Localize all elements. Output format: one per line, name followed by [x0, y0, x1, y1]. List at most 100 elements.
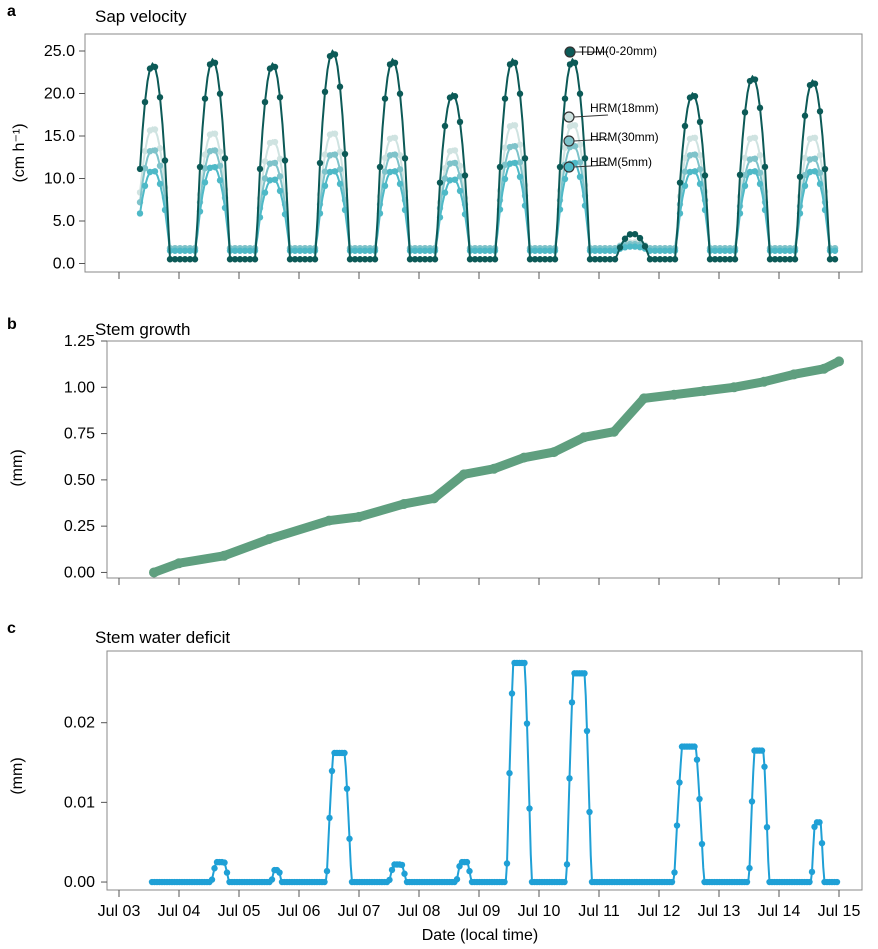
deficit-point — [501, 878, 508, 886]
legend-marker — [563, 111, 575, 123]
series-point-0 — [281, 157, 289, 164]
xtick-label: Jul 05 — [218, 903, 261, 920]
series-point-2 — [511, 143, 519, 150]
series-point-2 — [686, 152, 694, 159]
series-point-3 — [746, 168, 754, 176]
deficit-point — [268, 876, 276, 883]
series-point-2 — [211, 147, 219, 154]
series-point-0 — [681, 122, 689, 130]
series-point-3 — [816, 180, 824, 188]
panel-b-series — [149, 356, 844, 578]
series-point-2 — [816, 169, 824, 177]
deficit-point — [343, 785, 351, 792]
deficit-point — [453, 876, 461, 883]
series-point-0 — [376, 163, 384, 171]
series-point-1 — [576, 141, 584, 148]
growth-point — [699, 385, 709, 396]
series-point-3 — [326, 168, 334, 176]
panel-c-xaxis: Jul 03 Jul 04 Jul 05 Jul 06 Jul 07 Jul 08 Jul … — [98, 890, 860, 920]
growth-point — [149, 567, 159, 578]
panel-b-ylabel: (mm) — [9, 449, 26, 486]
series-point-3 — [626, 243, 634, 250]
series-point-0 — [271, 63, 279, 71]
series-point-0 — [536, 256, 544, 263]
series-point-1 — [516, 141, 524, 148]
series-point-3 — [531, 247, 539, 254]
series-point-3 — [206, 164, 214, 172]
series-point-1 — [691, 134, 699, 142]
series-point-1 — [146, 127, 154, 134]
series-point-1 — [696, 152, 704, 159]
series-point-3 — [201, 179, 209, 186]
series-point-0 — [591, 256, 599, 263]
series-point-3 — [781, 247, 789, 254]
series-point-1 — [506, 123, 514, 130]
deficit-point — [761, 763, 768, 770]
deficit-point — [668, 878, 676, 886]
ytick-label: 0.25 — [64, 518, 95, 535]
series-point-3 — [306, 247, 314, 254]
series-point-0 — [476, 256, 484, 263]
deficit-point — [401, 870, 408, 877]
series-point-0 — [521, 155, 529, 162]
panel-c-title: Stem water deficit — [95, 628, 230, 647]
series-point-3 — [711, 247, 719, 254]
series-point-0 — [631, 230, 639, 238]
series-point-2 — [441, 175, 449, 182]
panel-c-ylabel: (mm) — [9, 757, 26, 794]
series-point-0 — [331, 51, 339, 58]
series-point-0 — [746, 77, 754, 85]
series-point-3 — [561, 175, 569, 183]
series-point-1 — [381, 154, 389, 162]
series-point-1 — [261, 158, 269, 165]
series-point-0 — [661, 256, 669, 263]
series-point-0 — [301, 256, 309, 263]
series-point-3 — [156, 180, 164, 188]
series-line-2 — [139, 143, 835, 250]
series-point-1 — [746, 135, 754, 142]
series-point-3 — [741, 182, 749, 190]
ytick-label: 0.02 — [64, 715, 95, 732]
series-point-3 — [351, 247, 359, 254]
panel-a-ylabel: (cm h⁻¹) — [11, 123, 28, 182]
growth-point — [174, 558, 184, 569]
growth-point — [399, 498, 409, 509]
legend-leader — [573, 164, 609, 168]
series-point-0 — [696, 118, 704, 126]
series-point-0 — [146, 65, 154, 72]
series-point-3 — [366, 247, 374, 254]
series-point-3 — [186, 247, 194, 254]
series-point-0 — [526, 256, 534, 263]
series-point-0 — [421, 256, 429, 263]
series-point-0 — [756, 104, 764, 112]
series-point-1 — [156, 145, 164, 152]
xtick-label: Jul 13 — [698, 903, 741, 920]
series-point-0 — [286, 256, 294, 263]
series-point-3 — [696, 180, 704, 188]
series-point-1 — [751, 134, 759, 142]
series-point-2 — [756, 169, 764, 177]
deficit-point — [561, 878, 568, 886]
series-point-3 — [751, 168, 759, 175]
series-point-3 — [261, 189, 269, 196]
series-point-0 — [576, 90, 584, 97]
series-point-3 — [391, 168, 399, 175]
series-point-0 — [546, 256, 554, 263]
deficit-point — [696, 795, 703, 803]
series-point-0 — [806, 81, 814, 89]
deficit-point — [208, 876, 216, 883]
deficit-point — [328, 767, 336, 775]
series-point-0 — [426, 256, 434, 263]
deficit-point — [693, 756, 701, 763]
series-point-2 — [811, 155, 819, 162]
series-point-3 — [721, 247, 729, 254]
series-point-0 — [516, 90, 524, 97]
series-point-0 — [196, 163, 204, 171]
panel-b-letter: b — [7, 316, 17, 333]
ytick-label: 25.0 — [44, 43, 75, 60]
series-point-2 — [216, 162, 224, 170]
series-point-0 — [701, 172, 709, 179]
series-point-2 — [391, 151, 399, 158]
deficit-point — [568, 699, 576, 706]
series-point-0 — [766, 256, 774, 263]
